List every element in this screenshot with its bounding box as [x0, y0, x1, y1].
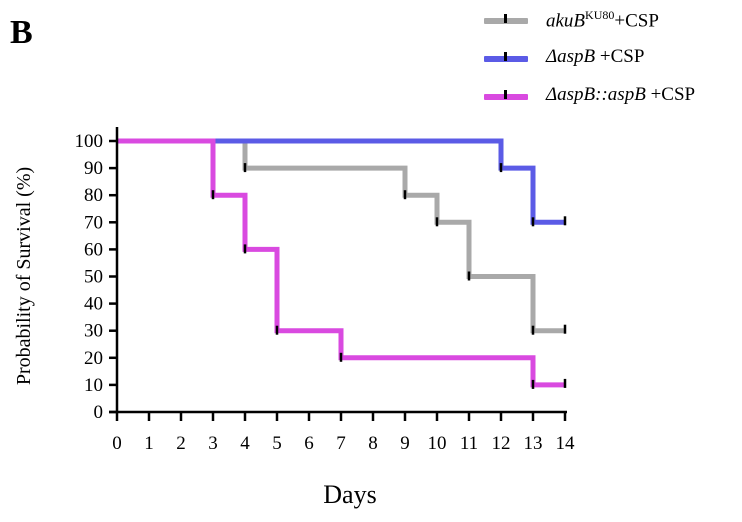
y-tick-label: 90	[84, 158, 103, 179]
y-tick-label: 10	[84, 375, 103, 396]
x-axis-label: Days	[323, 480, 376, 509]
y-tick-label: 70	[84, 212, 103, 233]
x-tick-label: 9	[400, 433, 410, 454]
series-line-2	[117, 138, 565, 388]
y-tick-label: 80	[84, 185, 103, 206]
x-tick-label: 11	[460, 433, 478, 454]
x-tick-label: 8	[368, 433, 378, 454]
x-tick-label: 0	[112, 433, 122, 454]
legend-label-aspb-deletion: ΔaspB +CSP	[546, 46, 645, 67]
x-tick-label: 5	[272, 433, 282, 454]
legend-item-aspb-deletion: ΔaspB +CSP	[484, 46, 734, 84]
chart-legend: akuBKU80+CSP ΔaspB +CSP ΔaspB::aspB +CSP	[484, 8, 734, 122]
y-tick-label: 30	[84, 321, 103, 342]
y-tick-label: 0	[94, 402, 104, 423]
legend-label-akub: akuBKU80+CSP	[546, 8, 659, 32]
y-tick-label: 60	[84, 239, 103, 260]
x-tick-label: 14	[556, 433, 576, 454]
legend-swatch-magenta	[484, 90, 528, 100]
y-tick-label: 40	[84, 294, 103, 315]
series-line-1	[117, 138, 565, 225]
x-tick-label: 7	[336, 433, 346, 454]
y-tick-label: 20	[84, 348, 103, 369]
x-tick-label: 2	[176, 433, 186, 454]
x-tick-label: 1	[144, 433, 154, 454]
x-tick-label: 6	[304, 433, 314, 454]
legend-item-akub: akuBKU80+CSP	[484, 8, 734, 46]
legend-label-aspb-complement: ΔaspB::aspB +CSP	[546, 84, 696, 105]
series-line-0	[117, 138, 565, 334]
x-tick-label: 4	[240, 433, 250, 454]
y-tick-label: 100	[75, 131, 104, 152]
legend-item-aspb-complement: ΔaspB::aspB +CSP	[484, 84, 734, 122]
legend-swatch-blue	[484, 52, 528, 62]
y-tick-label: 50	[84, 267, 103, 288]
x-tick-label: 12	[492, 433, 511, 454]
x-tick-label: 3	[208, 433, 218, 454]
x-tick-label: 13	[524, 433, 543, 454]
y-axis-label: Probability of Survival (%)	[13, 167, 35, 385]
legend-swatch-gray	[484, 14, 528, 24]
panel-label: B	[10, 14, 33, 51]
x-tick-label: 10	[428, 433, 447, 454]
